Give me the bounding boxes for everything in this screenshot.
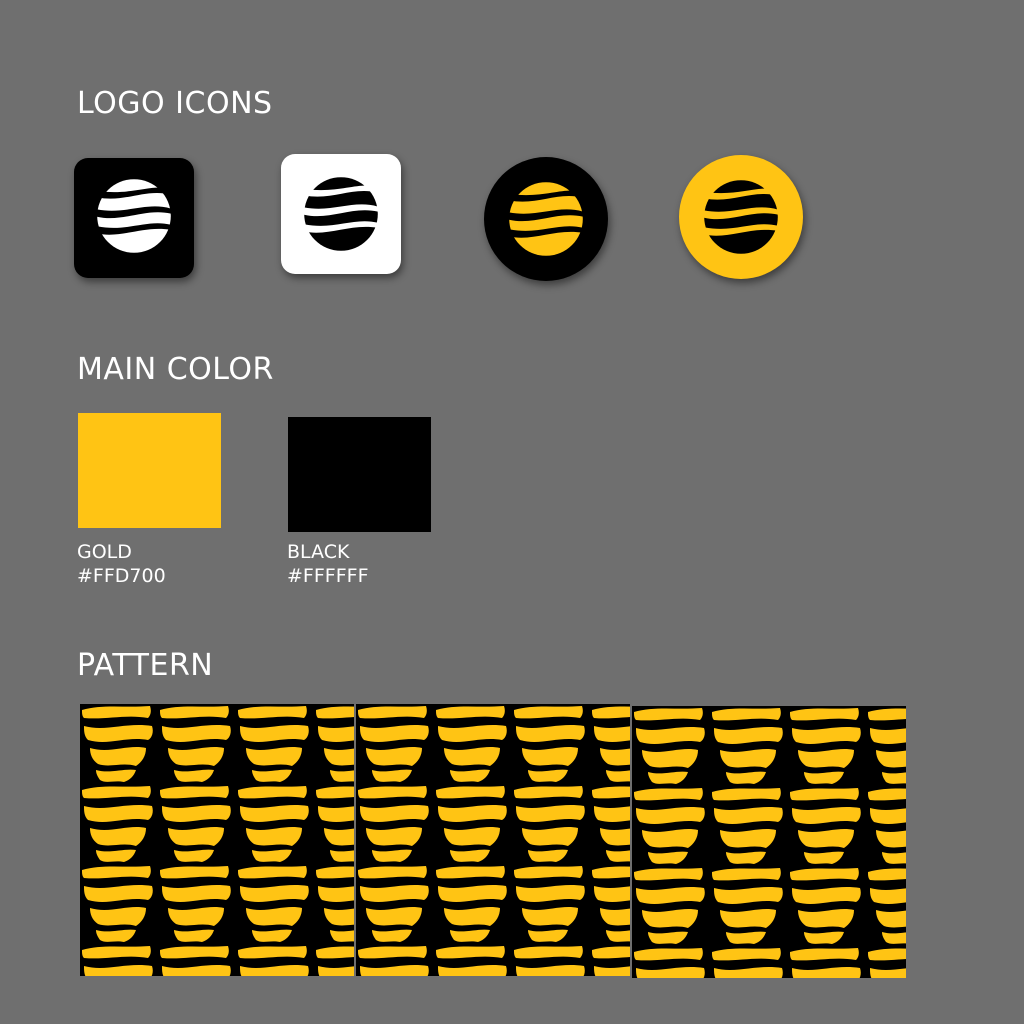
black-color-swatch bbox=[288, 417, 431, 532]
color-name: BLACK bbox=[287, 541, 350, 563]
logo-icon-white-on-black bbox=[74, 158, 194, 278]
gold-color-label: GOLD #FFD700 bbox=[77, 540, 166, 588]
logo-mark-icon bbox=[679, 155, 803, 279]
pattern-tile bbox=[80, 704, 354, 976]
main-color-heading: MAIN COLOR bbox=[77, 352, 274, 387]
color-code: #FFD700 bbox=[77, 565, 166, 587]
color-name: GOLD bbox=[77, 541, 132, 563]
pattern-graphic bbox=[356, 704, 630, 976]
logo-icons-heading: LOGO ICONS bbox=[77, 86, 273, 121]
color-code: #FFFFFF bbox=[287, 565, 369, 587]
pattern-graphic bbox=[80, 704, 354, 976]
pattern-tile bbox=[356, 704, 630, 976]
logo-mark-icon bbox=[74, 158, 194, 278]
logo-mark-icon bbox=[484, 157, 608, 281]
gold-color-swatch bbox=[78, 413, 221, 528]
pattern-graphic bbox=[632, 706, 906, 978]
pattern-tile bbox=[632, 706, 906, 978]
logo-icon-black-on-gold-circle bbox=[679, 155, 803, 279]
pattern-heading: PATTERN bbox=[77, 648, 214, 683]
logo-icon-black-on-white bbox=[281, 154, 401, 274]
black-color-label: BLACK #FFFFFF bbox=[287, 540, 369, 588]
logo-icon-gold-on-black-circle bbox=[484, 157, 608, 281]
logo-mark-icon bbox=[281, 154, 401, 274]
